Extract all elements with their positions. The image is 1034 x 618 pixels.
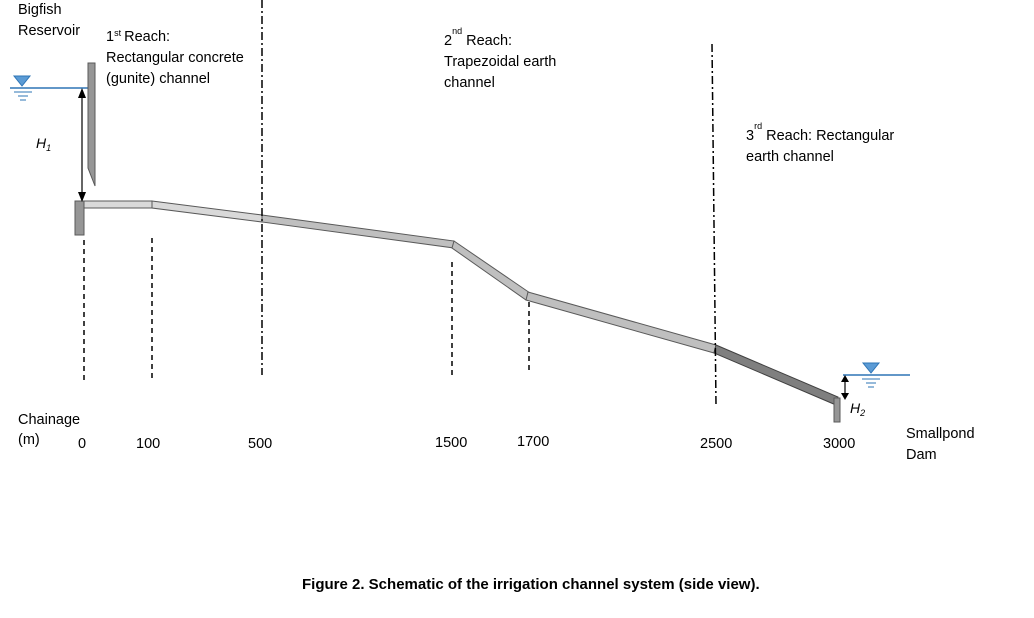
pond-water-marker-icon	[861, 362, 881, 374]
reach-3-label-line2: earth channel	[746, 149, 834, 165]
reach-divider-2500	[711, 43, 717, 406]
reach-1-label-line3: (gunite) channel	[106, 71, 210, 87]
chainage-value-2500: 2500	[700, 436, 732, 452]
reach-1-label-line2: Rectangular concrete	[106, 50, 244, 66]
h1-label: H1	[36, 135, 51, 153]
dam-label-line2: Dam	[906, 447, 937, 463]
h1-arrowhead-top	[78, 88, 86, 98]
reach-2-label-line1: 2ndReach:	[444, 26, 512, 49]
reservoir-gate-wall	[87, 62, 96, 187]
channel-reach-2c	[525, 291, 717, 354]
h1-arrowhead-bottom	[78, 192, 86, 202]
channel-reach-2b	[451, 240, 531, 301]
h2-label: H2	[850, 400, 865, 418]
channel-outlet-wall	[833, 397, 841, 423]
h2-arrowhead-bottom	[841, 393, 849, 400]
reservoir-water-marker-icon	[12, 75, 32, 87]
reservoir-label-line1: Bigfish	[18, 2, 62, 18]
chainage-value-3000: 3000	[823, 436, 855, 452]
reservoir-label-line2: Reservoir	[18, 23, 80, 39]
chainage-value-500: 500	[248, 436, 272, 452]
reach-3-label-line1: 3rdReach: Rectangular	[746, 121, 894, 144]
dam-label-line1: Smallpond	[906, 426, 975, 442]
channel-inlet-wall	[74, 200, 85, 236]
channel-reach-3	[713, 344, 839, 406]
h2-arrowhead-top	[841, 375, 849, 382]
reach-2-label-line2: Trapezoidal earth	[444, 54, 556, 70]
chainage-label-line1: Chainage	[18, 412, 80, 428]
chainage-value-100: 100	[136, 436, 160, 452]
reach-1-label-line1: 1st Reach:	[106, 28, 170, 45]
channel-reach-2a	[261, 214, 455, 249]
figure-caption: Figure 2. Schematic of the irrigation ch…	[302, 576, 760, 593]
chainage-value-0: 0	[78, 436, 86, 452]
chainage-label-line2: (m)	[18, 432, 40, 448]
channel-reach-1a	[83, 200, 153, 209]
chainage-value-1700: 1700	[517, 434, 549, 450]
channel-reach-1b	[151, 200, 263, 223]
chainage-value-1500: 1500	[435, 435, 467, 451]
reach-2-label-line3: channel	[444, 75, 495, 91]
